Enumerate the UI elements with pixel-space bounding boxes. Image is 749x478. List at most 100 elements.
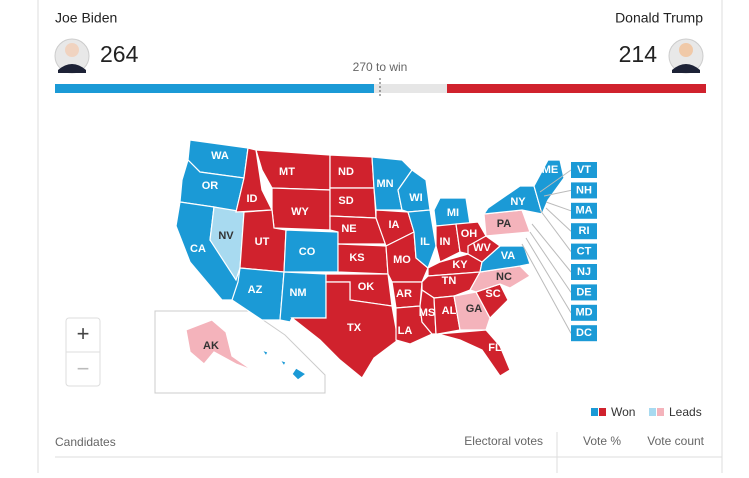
table-header: Electoral votes bbox=[464, 434, 543, 448]
connector bbox=[545, 207, 572, 232]
state-label: OR bbox=[202, 180, 219, 192]
connector bbox=[529, 231, 572, 293]
state-label: MD bbox=[575, 307, 592, 319]
small-state[interactable] bbox=[571, 284, 597, 301]
candidate-name: Joe Biden bbox=[55, 10, 117, 26]
legend-swatch bbox=[657, 408, 664, 416]
state-label: WY bbox=[291, 206, 309, 218]
state-label: KY bbox=[452, 259, 468, 271]
state-label: NJ bbox=[577, 266, 591, 278]
state-label: PA bbox=[497, 218, 512, 230]
state-label: RI bbox=[579, 225, 590, 237]
small-state[interactable] bbox=[571, 325, 597, 342]
state-label: MN bbox=[376, 178, 393, 190]
state-label: NC bbox=[496, 271, 512, 283]
state[interactable] bbox=[435, 223, 461, 263]
state-label: VA bbox=[501, 250, 516, 262]
state-label: SD bbox=[338, 195, 353, 207]
state-label: NM bbox=[289, 287, 306, 299]
state-label: TN bbox=[442, 275, 457, 287]
electoral-count: 214 bbox=[619, 41, 658, 67]
state-label: NE bbox=[341, 223, 356, 235]
connector bbox=[531, 223, 572, 273]
avatar-face bbox=[65, 43, 79, 57]
small-state[interactable] bbox=[571, 243, 597, 260]
small-state[interactable] bbox=[571, 304, 597, 321]
state[interactable] bbox=[185, 319, 253, 371]
legend-label: Won bbox=[611, 405, 635, 419]
small-state[interactable] bbox=[571, 223, 597, 240]
electoral-count: 264 bbox=[100, 41, 139, 67]
state-label: LA bbox=[398, 325, 413, 337]
state-label: WA bbox=[211, 150, 229, 162]
state-label: IL bbox=[420, 236, 430, 248]
small-state[interactable] bbox=[571, 264, 597, 280]
legend-label: Leads bbox=[669, 405, 702, 419]
state[interactable] bbox=[271, 187, 331, 231]
state-label: AL bbox=[442, 305, 457, 317]
candidate-name: Donald Trump bbox=[615, 10, 703, 26]
state-label: CO bbox=[299, 246, 316, 258]
state[interactable] bbox=[290, 281, 399, 379]
state-label: MT bbox=[279, 166, 295, 178]
connector bbox=[539, 209, 572, 252]
progress-trump bbox=[447, 84, 706, 93]
state-label: WI bbox=[409, 192, 422, 204]
map: WA OR CA NV ID MT WY UT CO AZ NM ND SD NE KS OK TX MN IA MO… bbox=[175, 139, 597, 381]
state[interactable] bbox=[260, 348, 308, 381]
state-label: KS bbox=[349, 252, 364, 264]
state-label: OK bbox=[358, 281, 375, 293]
state-label: MI bbox=[447, 207, 459, 219]
state[interactable] bbox=[467, 235, 501, 263]
small-state[interactable] bbox=[571, 202, 597, 219]
avatar-suit bbox=[58, 64, 86, 73]
state-label: OH bbox=[461, 228, 478, 240]
state-label: ID bbox=[247, 193, 258, 205]
state-label: MO bbox=[393, 254, 411, 266]
state-label: ND bbox=[338, 166, 354, 178]
state-label: VT bbox=[577, 164, 591, 176]
avatar-face bbox=[679, 43, 693, 57]
state-label: NV bbox=[218, 230, 234, 242]
state-label: HI bbox=[274, 369, 285, 381]
progress-track bbox=[55, 84, 706, 93]
zoom-in[interactable]: + bbox=[77, 321, 90, 346]
state-label: NY bbox=[510, 196, 526, 208]
state-label: WV bbox=[473, 242, 491, 254]
avatar-suit bbox=[672, 64, 700, 73]
legend-swatch bbox=[649, 408, 656, 416]
connector bbox=[543, 189, 572, 197]
small-state[interactable] bbox=[571, 162, 597, 178]
state-label: UT bbox=[255, 236, 270, 248]
state[interactable] bbox=[533, 159, 565, 216]
table-header: Vote count bbox=[647, 434, 704, 448]
table-header: Candidates bbox=[55, 435, 116, 449]
state[interactable] bbox=[437, 329, 511, 377]
state-label: AZ bbox=[248, 284, 263, 296]
state-label: AR bbox=[396, 288, 412, 300]
state[interactable] bbox=[433, 295, 461, 335]
state-label: NH bbox=[576, 184, 592, 196]
connector bbox=[525, 237, 572, 314]
state-label: SC bbox=[485, 288, 500, 300]
state-label: TX bbox=[347, 322, 362, 334]
connector bbox=[545, 201, 572, 212]
state-label: CT bbox=[577, 246, 592, 258]
state-label: MS bbox=[419, 307, 436, 319]
small-state[interactable] bbox=[571, 182, 597, 199]
state-label: FL bbox=[488, 342, 502, 354]
state-label: DE bbox=[576, 286, 591, 298]
table-header: Vote % bbox=[583, 434, 621, 448]
state-label: IA bbox=[389, 219, 400, 231]
threshold-label: 270 to win bbox=[353, 60, 408, 74]
connector bbox=[539, 169, 572, 193]
legend-swatch bbox=[599, 408, 606, 416]
state-label: ME bbox=[542, 164, 559, 176]
connector bbox=[521, 243, 572, 334]
progress-biden bbox=[55, 84, 374, 93]
state-label: GA bbox=[466, 303, 483, 315]
zoom-out[interactable]: − bbox=[77, 356, 90, 381]
state-label: AK bbox=[203, 340, 219, 352]
state-label: DC bbox=[576, 327, 592, 339]
